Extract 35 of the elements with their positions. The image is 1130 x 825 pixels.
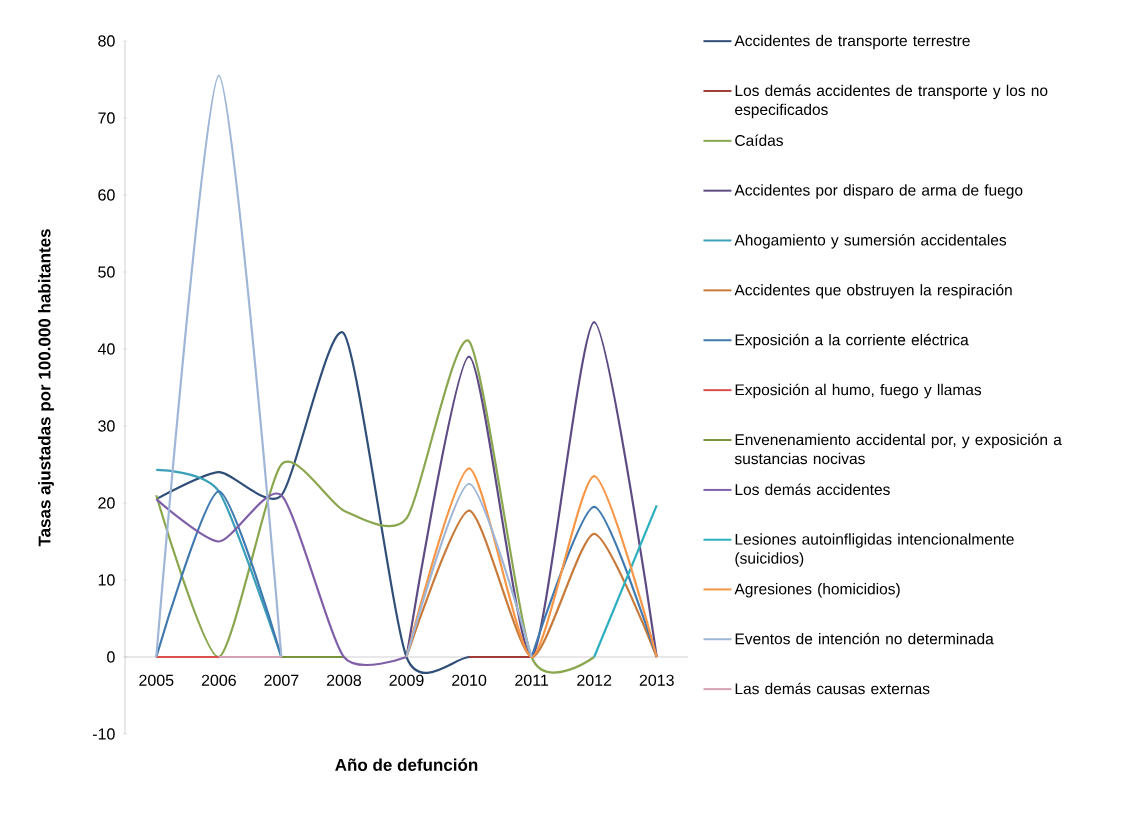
x-tick-label: 2007 xyxy=(264,674,299,686)
y-axis-title: Tasas ajustadas por 100.000 habitantes xyxy=(38,229,54,547)
legend-label: Ahogamiento y sumersión accidentales xyxy=(734,234,1007,249)
legend-label: Los demás accidentes de transporte y los no especificados xyxy=(735,84,1048,119)
x-tick-label: 2012 xyxy=(577,674,612,686)
legend-label: Envenenamiento accidental por, y exposición a sustancias nocivas xyxy=(734,433,1062,465)
x-tick-label: 2009 xyxy=(389,674,424,686)
legend-label: Las demás causas externas xyxy=(735,682,930,695)
legend-label: Exposición al humo, fuego y llamas xyxy=(735,383,982,399)
y-tick-label: -10 xyxy=(92,728,115,740)
y-tick-label: 0 xyxy=(107,651,115,663)
x-tick-label: 2010 xyxy=(452,674,487,686)
legend-label: Agresiones (homicidios) xyxy=(734,583,900,598)
legend-label: Lesiones autoinfligidas intencionalmente (suicidios) xyxy=(735,533,1014,567)
x-tick-label: 2006 xyxy=(201,674,236,686)
legend-label: Accidentes que obstruyen la respiración xyxy=(734,283,1012,299)
y-tick-label: 10 xyxy=(98,574,115,586)
legend-label: Los demás accidentes xyxy=(735,483,890,496)
legend-label: Eventos de intención no determinada xyxy=(735,632,994,645)
y-tick-label: 60 xyxy=(98,189,115,201)
y-tick-label: 70 xyxy=(98,112,115,124)
x-tick-label: 2011 xyxy=(515,674,549,686)
legend-label: Accidentes de transporte terrestre xyxy=(734,34,970,50)
y-tick-label: 40 xyxy=(97,343,115,355)
legend-label: Caídas xyxy=(735,134,783,146)
y-tick-label: 30 xyxy=(98,420,115,432)
legend-label: Exposición a la corriente eléctrica xyxy=(735,333,969,349)
y-tick-label: 20 xyxy=(98,497,115,509)
x-tick-label: 2008 xyxy=(326,674,362,686)
y-tick-label: 50 xyxy=(98,266,115,278)
legend-label: Accidentes por disparo de arma de fuego xyxy=(734,184,1023,199)
x-tick-label: 2005 xyxy=(139,674,174,686)
x-axis-title: Año de defunción xyxy=(335,758,478,771)
y-tick-label: 80 xyxy=(98,35,115,47)
x-tick-label: 2013 xyxy=(639,674,674,686)
